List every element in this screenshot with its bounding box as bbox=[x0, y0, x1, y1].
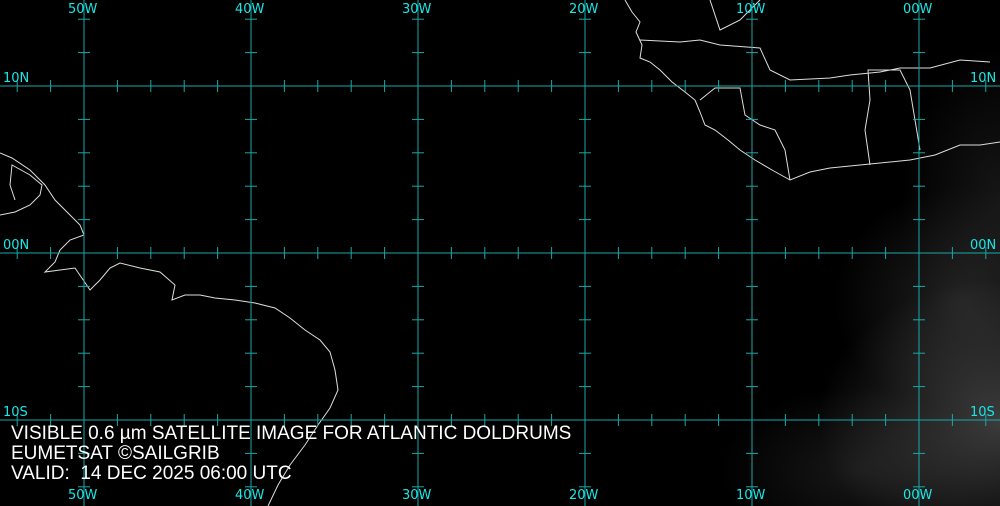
lat-label-right: 10S bbox=[970, 405, 995, 420]
caption-valid-time: VALID: 14 DEC 2025 06:00 UTC bbox=[11, 463, 292, 484]
lon-label-top: 40W bbox=[235, 2, 265, 17]
africa-coast bbox=[624, 0, 1000, 181]
lon-label-top: 20W bbox=[569, 2, 599, 17]
lon-label-bottom: 40W bbox=[235, 488, 265, 503]
africa-borders bbox=[639, 39, 991, 81]
lat-label-left: 10N bbox=[3, 71, 30, 86]
image-caption: VISIBLE 0.6 µm SATELLITE IMAGE FOR ATLAN… bbox=[11, 424, 571, 484]
lon-label-top: 50W bbox=[68, 2, 98, 17]
south-america-border bbox=[0, 164, 43, 216]
lon-label-bottom: 30W bbox=[402, 488, 432, 503]
lat-label-right: 10N bbox=[970, 71, 997, 86]
africa-borders-3 bbox=[864, 69, 921, 166]
caption-credit: EUMETSAT ©SAILGRIB bbox=[11, 443, 220, 464]
lon-label-bottom: 00W bbox=[903, 488, 933, 503]
lon-label-bottom: 20W bbox=[569, 488, 599, 503]
lat-label-left: 00N bbox=[3, 238, 30, 253]
lon-label-top: 00W bbox=[903, 2, 933, 17]
caption-title: VISIBLE 0.6 µm SATELLITE IMAGE FOR ATLAN… bbox=[11, 423, 572, 444]
lat-label-left: 10S bbox=[3, 405, 28, 420]
lon-label-top: 10W bbox=[736, 2, 766, 17]
africa-borders-4 bbox=[709, 0, 761, 31]
lon-label-top: 30W bbox=[402, 2, 432, 17]
lon-label-bottom: 50W bbox=[68, 488, 98, 503]
south-america-coast bbox=[0, 152, 339, 506]
lon-label-bottom: 10W bbox=[736, 488, 766, 503]
lat-label-right: 00N bbox=[970, 238, 997, 253]
